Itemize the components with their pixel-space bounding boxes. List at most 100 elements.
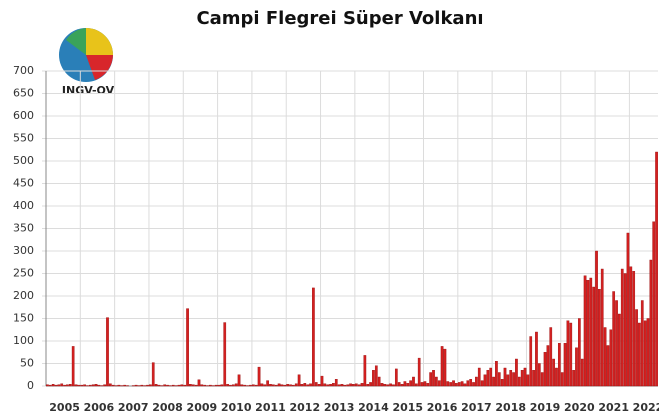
- bar: [223, 322, 227, 387]
- bar: [457, 382, 461, 387]
- bar: [134, 384, 138, 387]
- bar: [486, 370, 490, 387]
- bar: [189, 384, 192, 387]
- bar: [309, 383, 312, 387]
- logo-text: INGV-OV: [62, 84, 115, 97]
- bar: [317, 384, 321, 387]
- bar: [74, 384, 78, 387]
- bar: [409, 380, 412, 387]
- y-tick-label: 650: [13, 87, 34, 100]
- bar: [640, 300, 644, 387]
- bar: [320, 375, 324, 387]
- bar: [569, 322, 573, 387]
- bar: [229, 384, 232, 387]
- bar: [392, 384, 395, 387]
- bar: [632, 271, 636, 387]
- x-tick-label: 2016: [427, 401, 458, 414]
- bar: [420, 382, 424, 387]
- x-tick-label: 2012: [290, 401, 321, 414]
- bar: [492, 376, 495, 387]
- bar: [332, 383, 335, 387]
- bar: [243, 384, 247, 387]
- x-tick-label: 2015: [392, 401, 423, 414]
- x-tick-label: 2014: [358, 401, 389, 414]
- bar: [372, 370, 375, 387]
- x-tick-label: 2018: [495, 401, 526, 414]
- bar: [68, 384, 72, 387]
- x-tick-label: 2008: [152, 401, 183, 414]
- bar: [552, 358, 555, 387]
- bar: [171, 384, 175, 387]
- bar: [272, 384, 275, 387]
- bar: [180, 384, 184, 387]
- bar: [629, 266, 633, 387]
- bar: [177, 384, 181, 387]
- bar: [403, 381, 407, 387]
- bar: [397, 382, 401, 387]
- bar: [437, 380, 441, 387]
- bar: [606, 345, 610, 387]
- bar: [117, 384, 121, 387]
- bar: [546, 345, 550, 387]
- y-tick-label: 50: [20, 357, 34, 370]
- bar: [63, 384, 66, 387]
- bar: [386, 384, 390, 387]
- bar: [191, 384, 195, 387]
- bar: [383, 384, 387, 387]
- bar: [520, 370, 524, 387]
- bar: [186, 308, 189, 387]
- bar: [54, 384, 58, 387]
- bar: [46, 384, 49, 387]
- bar: [214, 384, 218, 387]
- bar: [183, 384, 187, 387]
- bar: [609, 329, 613, 387]
- logo-segment: [86, 55, 113, 80]
- bar: [220, 384, 224, 387]
- bar: [366, 384, 370, 387]
- x-tick-label: 2010: [221, 401, 252, 414]
- bar: [123, 384, 126, 387]
- bar: [515, 358, 518, 387]
- bar: [106, 317, 109, 387]
- bar: [80, 384, 84, 387]
- bar: [506, 374, 510, 387]
- bar: [249, 384, 252, 387]
- bar: [166, 384, 169, 387]
- bar: [549, 327, 553, 387]
- bar: [254, 384, 258, 387]
- bar: [406, 383, 410, 387]
- bar: [626, 232, 630, 387]
- bar: [638, 322, 641, 387]
- bar: [380, 383, 384, 387]
- bar: [443, 348, 447, 387]
- bar: [537, 363, 541, 387]
- bar: [440, 346, 444, 387]
- bar: [523, 367, 527, 387]
- bar: [455, 383, 458, 387]
- bar: [109, 383, 112, 387]
- bar: [314, 382, 318, 387]
- bar: [426, 383, 430, 387]
- bar: [297, 374, 301, 387]
- bar: [234, 383, 238, 387]
- bar: [417, 357, 421, 387]
- bar: [149, 384, 152, 387]
- bar: [346, 384, 350, 387]
- bar: [197, 379, 201, 387]
- bar: [623, 273, 627, 387]
- x-tick-label: 2011: [255, 401, 286, 414]
- y-tick-label: 200: [13, 289, 34, 302]
- bar: [286, 384, 289, 387]
- bar: [580, 358, 584, 387]
- bar: [269, 384, 272, 387]
- bar: [652, 221, 656, 387]
- y-tick-label: 550: [13, 132, 34, 145]
- bar: [60, 383, 64, 387]
- logo-segment: [66, 28, 86, 55]
- bar: [529, 336, 533, 387]
- x-tick-label: 2020: [564, 401, 595, 414]
- bar: [303, 383, 307, 387]
- bar: [446, 381, 450, 387]
- x-tick-label: 2006: [84, 401, 115, 414]
